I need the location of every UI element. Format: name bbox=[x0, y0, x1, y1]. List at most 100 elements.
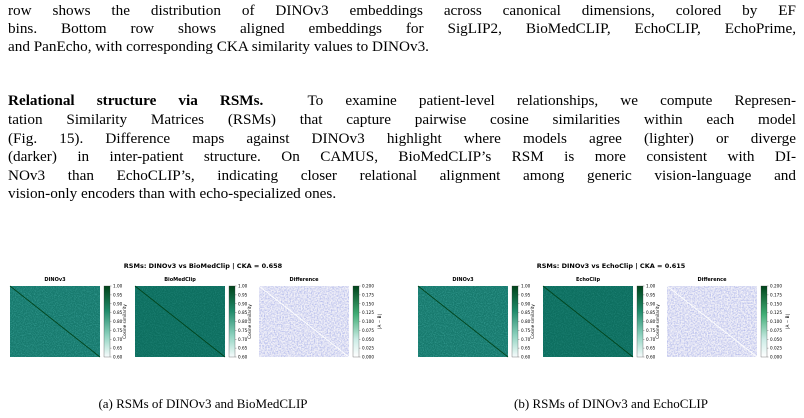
text: row shows the distribution of DINOv3 emb… bbox=[8, 2, 796, 19]
colorbar-tick-label: 0.70 bbox=[646, 337, 656, 342]
figure-caption: (b) RSMs of DINOv3 and EchoCLIP bbox=[514, 396, 708, 411]
panel-title: EchoClip bbox=[576, 277, 600, 283]
text-line: row shows the distribution of DINOv3 emb… bbox=[8, 1, 796, 20]
colorbar bbox=[352, 285, 360, 358]
text: (darker) in inter-patient structure. On … bbox=[8, 148, 796, 165]
figure-title: RSMs: DINOv3 vs BioMedClip | CKA = 0.658 bbox=[124, 262, 283, 271]
colorbar-tick-label: 0.80 bbox=[521, 319, 531, 324]
panel-title: Difference bbox=[697, 277, 727, 283]
panel-title: Difference bbox=[289, 277, 319, 283]
colorbar-tick-label: 0.075 bbox=[362, 328, 374, 333]
text-line: Relational structure via RSMs. To examin… bbox=[8, 91, 796, 110]
colorbar-tick-label: 0.60 bbox=[113, 355, 123, 360]
text-line: bins. Bottom row shows aligned embedding… bbox=[8, 19, 796, 38]
panel-title: DINOv3 bbox=[452, 277, 474, 283]
colorbar-tick-label: 0.000 bbox=[362, 355, 374, 360]
colorbar-tick-label: 0.050 bbox=[770, 337, 782, 342]
colorbar-tick-label: 0.85 bbox=[646, 310, 656, 315]
colorbar-tick-label: 0.70 bbox=[113, 337, 123, 342]
colorbar-tick-label: 0.65 bbox=[238, 346, 248, 351]
colorbar-tick-label: 0.95 bbox=[238, 292, 248, 297]
panel-title: DINOv3 bbox=[44, 277, 66, 283]
colorbar-label: Cosine similarity bbox=[122, 304, 127, 339]
colorbar-tick-label: 0.025 bbox=[770, 346, 782, 351]
colorbar-tick-label: 0.85 bbox=[238, 310, 248, 315]
colorbar-tick-label: 0.90 bbox=[238, 301, 248, 306]
figure-caption: (a) RSMs of DINOv3 and BioMedCLIP bbox=[98, 396, 308, 411]
colorbar bbox=[511, 285, 519, 358]
text: and PanEcho, with corresponding CKA simi… bbox=[8, 38, 429, 55]
colorbar bbox=[228, 285, 236, 358]
text-line: and PanEcho, with corresponding CKA simi… bbox=[8, 37, 796, 56]
text-line: (darker) in inter-patient structure. On … bbox=[8, 147, 796, 166]
colorbar-tick-label: 0.65 bbox=[521, 346, 531, 351]
colorbar-tick-label: 0.175 bbox=[362, 292, 374, 297]
figure-title: RSMs: DINOv3 vs EchoClip | CKA = 0.615 bbox=[537, 262, 686, 271]
colorbar-tick-label: 0.90 bbox=[521, 301, 531, 306]
text-line: tation Similarity Matrices (RSMs) that c… bbox=[8, 110, 796, 129]
heatmap-diagonal bbox=[258, 285, 350, 358]
colorbar bbox=[760, 285, 768, 358]
colorbar-tick-label: 0.65 bbox=[646, 346, 656, 351]
colorbar-label: Cosine similarity bbox=[530, 304, 535, 339]
colorbar-tick-label: 1.00 bbox=[521, 284, 531, 289]
colorbar-tick-label: 0.150 bbox=[770, 301, 782, 306]
text-line: (Fig. 15). Difference maps against DINOv… bbox=[8, 129, 796, 148]
colorbar-tick-label: 0.70 bbox=[521, 337, 531, 342]
colorbar-tick-label: 1.00 bbox=[113, 284, 123, 289]
colorbar-tick-label: 0.075 bbox=[770, 328, 782, 333]
colorbar-tick-label: 0.60 bbox=[646, 355, 656, 360]
text: bins. Bottom row shows aligned embedding… bbox=[8, 20, 796, 37]
colorbar-tick-label: 0.025 bbox=[362, 346, 374, 351]
colorbar-tick-label: 0.125 bbox=[362, 310, 374, 315]
colorbar-tick-label: 0.175 bbox=[770, 292, 782, 297]
heatmap-diagonal bbox=[134, 285, 226, 358]
colorbar-tick-label: 0.90 bbox=[646, 301, 656, 306]
heatmap-diagonal bbox=[9, 285, 101, 358]
colorbar-label: |A − B| bbox=[377, 314, 382, 329]
colorbar-tick-label: 1.00 bbox=[238, 284, 248, 289]
text: (Fig. 15). Difference maps against DINOv… bbox=[8, 130, 796, 147]
colorbar-tick-label: 0.90 bbox=[113, 301, 123, 306]
colorbar-tick-label: 0.200 bbox=[362, 284, 374, 289]
colorbar bbox=[103, 285, 111, 358]
colorbar bbox=[636, 285, 644, 358]
text: vision-only encoders than with echo-spec… bbox=[8, 185, 337, 202]
paragraph-heading: Relational structure via RSMs. bbox=[8, 92, 264, 109]
text-line: vision-only encoders than with echo-spec… bbox=[8, 184, 796, 203]
panel-title: BioMedClip bbox=[164, 277, 196, 283]
heatmap-diagonal bbox=[417, 285, 509, 358]
colorbar-tick-label: 0.80 bbox=[238, 319, 248, 324]
colorbar-label: |A − B| bbox=[785, 314, 790, 329]
text-line: NOv3 than EchoCLIP’s, indicating closer … bbox=[8, 166, 796, 185]
colorbar-tick-label: 0.150 bbox=[362, 301, 374, 306]
colorbar-tick-label: 0.75 bbox=[646, 328, 656, 333]
colorbar-tick-label: 0.125 bbox=[770, 310, 782, 315]
colorbar-tick-label: 0.95 bbox=[521, 292, 531, 297]
colorbar-tick-label: 0.75 bbox=[521, 328, 531, 333]
colorbar-tick-label: 0.95 bbox=[113, 292, 123, 297]
colorbar-tick-label: 0.75 bbox=[238, 328, 248, 333]
colorbar-tick-label: 0.80 bbox=[646, 319, 656, 324]
colorbar-tick-label: 0.100 bbox=[362, 319, 374, 324]
text: To examine patient-level relationships, … bbox=[307, 92, 796, 109]
colorbar-label: Cosine similarity bbox=[247, 304, 252, 339]
colorbar-tick-label: 0.85 bbox=[113, 310, 123, 315]
heatmap-diagonal bbox=[542, 285, 634, 358]
colorbar-tick-label: 0.200 bbox=[770, 284, 782, 289]
colorbar-tick-label: 0.000 bbox=[770, 355, 782, 360]
colorbar-tick-label: 0.80 bbox=[113, 319, 123, 324]
heatmap-diagonal bbox=[666, 285, 758, 358]
colorbar-tick-label: 0.70 bbox=[238, 337, 248, 342]
colorbar-tick-label: 0.050 bbox=[362, 337, 374, 342]
colorbar-tick-label: 0.60 bbox=[521, 355, 531, 360]
text: NOv3 than EchoCLIP’s, indicating closer … bbox=[8, 167, 796, 184]
colorbar-tick-label: 0.100 bbox=[770, 319, 782, 324]
colorbar-tick-label: 0.65 bbox=[113, 346, 123, 351]
colorbar-tick-label: 1.00 bbox=[646, 284, 656, 289]
colorbar-tick-label: 0.75 bbox=[113, 328, 123, 333]
colorbar-tick-label: 0.60 bbox=[238, 355, 248, 360]
colorbar-tick-label: 0.85 bbox=[521, 310, 531, 315]
